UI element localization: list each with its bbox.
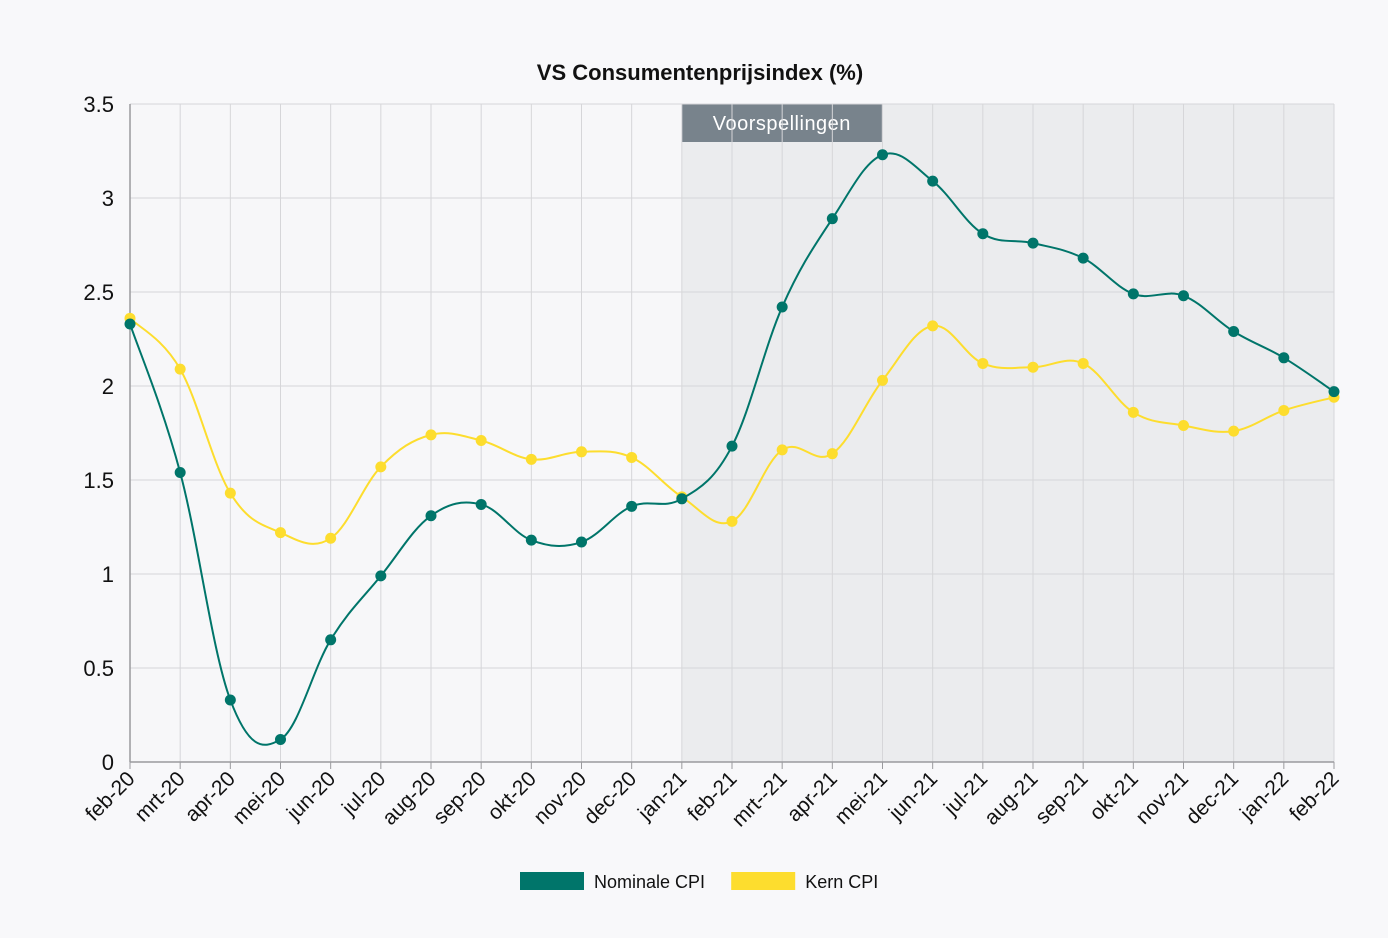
- y-tick-label: 2.5: [83, 280, 114, 305]
- data-point-kern-cpi[interactable]: [1178, 419, 1189, 431]
- data-point-nominale-cpi[interactable]: [124, 318, 136, 330]
- x-tick-label: nov-20: [529, 767, 591, 829]
- x-tick-label: mrt--21: [728, 767, 792, 831]
- data-point-nominale-cpi[interactable]: [375, 570, 387, 582]
- x-tick-label: aug-20: [378, 767, 441, 830]
- x-tick-label: feb-22: [1285, 767, 1343, 825]
- data-point-kern-cpi[interactable]: [927, 320, 939, 332]
- legend-label-kern-cpi: Kern CPI: [805, 872, 878, 892]
- data-point-kern-cpi[interactable]: [325, 532, 337, 544]
- data-point-nominale-cpi[interactable]: [425, 510, 437, 522]
- series-kern-cpi: [124, 312, 1340, 545]
- data-point-kern-cpi[interactable]: [576, 446, 587, 458]
- x-tick-label: dec-21: [1182, 767, 1244, 829]
- data-point-nominale-cpi[interactable]: [1178, 290, 1189, 302]
- data-point-kern-cpi[interactable]: [475, 435, 487, 447]
- data-point-kern-cpi[interactable]: [275, 527, 286, 539]
- data-point-nominale-cpi[interactable]: [877, 149, 888, 161]
- y-tick-label: 3: [102, 186, 114, 211]
- data-point-kern-cpi[interactable]: [826, 448, 838, 460]
- x-tick-label: jan-22: [1235, 767, 1293, 825]
- data-point-nominale-cpi[interactable]: [475, 498, 487, 510]
- data-point-kern-cpi[interactable]: [224, 487, 236, 499]
- data-point-kern-cpi[interactable]: [174, 363, 186, 375]
- data-point-kern-cpi[interactable]: [375, 461, 387, 473]
- x-tick-label: feb-20: [81, 767, 139, 825]
- y-tick-label: 2: [102, 374, 114, 399]
- data-point-kern-cpi[interactable]: [1077, 357, 1089, 369]
- data-point-nominale-cpi[interactable]: [626, 500, 638, 512]
- grid: [130, 103, 1335, 762]
- data-point-kern-cpi[interactable]: [1127, 406, 1139, 418]
- data-point-kern-cpi[interactable]: [1278, 404, 1290, 416]
- series-nominale-cpi: [124, 149, 1340, 746]
- data-point-kern-cpi[interactable]: [626, 451, 638, 463]
- data-point-nominale-cpi[interactable]: [726, 440, 738, 452]
- legend: Nominale CPI Kern CPI: [520, 872, 878, 892]
- x-tick-label: mei-20: [228, 767, 290, 829]
- data-point-nominale-cpi[interactable]: [525, 534, 537, 546]
- legend-label-nominale-cpi: Nominale CPI: [594, 872, 705, 892]
- data-point-nominale-cpi[interactable]: [325, 634, 337, 646]
- data-point-kern-cpi[interactable]: [726, 515, 738, 527]
- data-point-nominale-cpi[interactable]: [1328, 386, 1340, 398]
- x-tick-label: mei-21: [830, 767, 892, 829]
- data-point-kern-cpi[interactable]: [1228, 425, 1240, 437]
- data-point-nominale-cpi[interactable]: [1077, 252, 1089, 264]
- x-tick-label: jan-21: [633, 767, 691, 825]
- data-point-kern-cpi[interactable]: [1027, 361, 1039, 373]
- data-point-nominale-cpi[interactable]: [1027, 237, 1039, 249]
- y-tick-label: 3.5: [83, 92, 114, 117]
- x-tick-label: apr-21: [783, 767, 842, 826]
- y-tick-label: 1: [102, 562, 114, 587]
- data-point-kern-cpi[interactable]: [525, 453, 537, 465]
- data-point-kern-cpi[interactable]: [776, 444, 788, 456]
- data-point-nominale-cpi[interactable]: [676, 493, 688, 505]
- x-tick-label: nov-21: [1131, 767, 1193, 829]
- x-tick-label: aug-21: [980, 767, 1043, 830]
- data-point-nominale-cpi[interactable]: [927, 175, 939, 187]
- y-tick-label: 1.5: [83, 468, 114, 493]
- chart-title: VS Consumentenprijsindex (%): [537, 60, 863, 85]
- forecast-shading: [681, 104, 1334, 762]
- forecast-label: Voorspellingen: [713, 113, 851, 135]
- x-tick-label: sep-21: [1031, 767, 1093, 829]
- y-tick-label: 0.5: [83, 656, 114, 681]
- legend-swatch-nominale-cpi: [520, 872, 584, 890]
- data-point-nominale-cpi[interactable]: [1228, 325, 1240, 337]
- data-point-nominale-cpi[interactable]: [776, 301, 788, 313]
- data-point-nominale-cpi[interactable]: [275, 733, 286, 745]
- x-tick-label: sep-20: [429, 767, 491, 829]
- data-point-nominale-cpi[interactable]: [977, 228, 989, 240]
- series: [124, 149, 1340, 746]
- data-point-nominale-cpi[interactable]: [224, 694, 236, 706]
- x-tick-label: dec-20: [580, 767, 642, 829]
- data-point-nominale-cpi[interactable]: [1278, 352, 1290, 364]
- x-tick-label: mrt-20: [131, 767, 190, 826]
- data-point-kern-cpi[interactable]: [877, 374, 888, 386]
- x-tick-label: apr-20: [181, 767, 240, 826]
- x-tick-label: jun-20: [282, 767, 340, 825]
- data-point-kern-cpi[interactable]: [425, 429, 437, 441]
- data-point-nominale-cpi[interactable]: [826, 213, 838, 225]
- data-point-nominale-cpi[interactable]: [1127, 288, 1139, 300]
- x-tick-label: jun-21: [884, 767, 942, 825]
- data-point-kern-cpi[interactable]: [977, 357, 989, 369]
- forecast-region: Voorspellingen: [681, 104, 1334, 762]
- legend-swatch-kern-cpi: [731, 872, 796, 890]
- data-point-nominale-cpi[interactable]: [174, 466, 186, 478]
- y-tick-label: 0: [102, 750, 114, 775]
- data-point-nominale-cpi[interactable]: [576, 536, 587, 548]
